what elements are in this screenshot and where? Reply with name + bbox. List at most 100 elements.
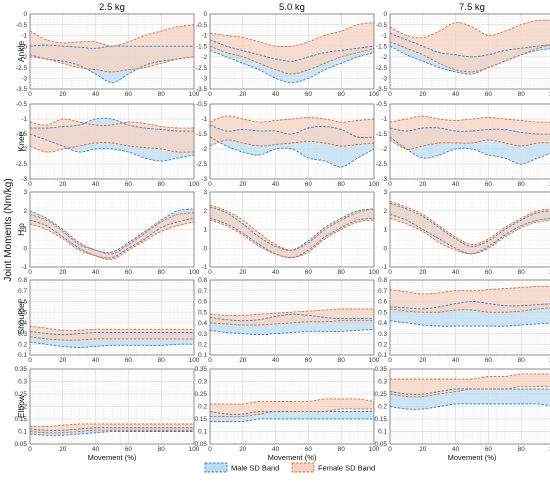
x-tick-label: 0 <box>208 91 212 98</box>
male-upper-line <box>390 300 550 310</box>
y-tick-label: 0.2 <box>378 341 387 348</box>
y-tick-label: 0.35 <box>195 366 208 373</box>
x-tick-label: 20 <box>419 91 427 98</box>
x-tick-label: 80 <box>338 91 346 98</box>
y-tick-label: 0 <box>383 245 387 252</box>
y-tick-label: 0.8 <box>18 277 27 284</box>
legend-swatch-0 <box>204 462 228 473</box>
y-tick-label: 0.8 <box>378 277 387 284</box>
y-tick-label: -2.5 <box>376 65 387 72</box>
female-sd-band <box>210 205 374 258</box>
y-tick-label: -3.5 <box>196 86 207 93</box>
x-tick-label: 20 <box>239 91 247 98</box>
y-tick-label: 0.6 <box>198 299 207 306</box>
y-tick-label: 1 <box>203 227 207 234</box>
y-axis-label: Joint Moments (Nm/kg) <box>3 178 14 281</box>
x-tick-label: 100 <box>549 446 550 453</box>
x-tick-label: 80 <box>518 269 526 276</box>
y-tick-label: -2 <box>381 54 387 61</box>
row-label-elbow: Elbow <box>16 394 26 418</box>
x-tick-label: 60 <box>125 357 133 364</box>
female-lower-line <box>30 56 194 73</box>
y-tick-label: -1.5 <box>196 131 207 138</box>
y-tick-label: -3.5 <box>376 86 387 93</box>
column-title-1: 5.0 kg <box>279 2 305 13</box>
x-tick-label: 100 <box>189 446 200 453</box>
female-sd-band <box>30 326 194 341</box>
y-tick-label: 0.1 <box>198 429 207 436</box>
panel-ankle-0: 0-0.5-1-1.5-2-2.5-3-3.50 20 40 60 80 100 <box>16 11 200 98</box>
female-upper-line <box>30 24 194 47</box>
x-tick-label: 100 <box>369 357 380 364</box>
x-tick-label: 20 <box>419 357 427 364</box>
y-tick-label: -1 <box>381 264 387 271</box>
y-tick-label: -3 <box>201 176 207 183</box>
x-tick-label: 100 <box>189 357 200 364</box>
y-tick-label: 0.25 <box>15 391 28 398</box>
y-tick-label: 0.05 <box>15 441 28 448</box>
x-tick-label: 60 <box>125 269 133 276</box>
female-sd-band <box>210 398 374 417</box>
male-upper-line <box>390 127 550 135</box>
legend-entry-0: Male SD Band <box>231 464 279 473</box>
x-tick-label: 60 <box>305 91 313 98</box>
x-tick-label: 0 <box>28 357 32 364</box>
panel-knee-0: -0.5 -1 -1.5 -2 -2.5 -30 20 40 60 80 100 <box>16 101 200 188</box>
male-upper-line <box>30 117 194 132</box>
y-tick-label: 0.2 <box>18 404 27 411</box>
male-lower-line <box>390 320 550 327</box>
x-tick-label: 100 <box>369 446 380 453</box>
y-tick-label: 3 <box>23 189 27 196</box>
y-tick-label: 0.15 <box>15 416 28 423</box>
x-tick-label: 80 <box>338 269 346 276</box>
x-tick-label: 100 <box>189 269 200 276</box>
x-tick-label: 80 <box>158 269 166 276</box>
panel-shoulder-0: 0.8 0.7 0.6 0.5 0.4 0.3 0.2 0.10 20 40 60 80 100 <box>18 277 200 364</box>
x-axis-label: Movement (%) <box>268 453 317 462</box>
female-lower-line <box>390 139 550 150</box>
female-upper-line <box>390 285 550 295</box>
y-tick-label: 0.25 <box>375 391 388 398</box>
x-tick-label: 60 <box>305 269 313 276</box>
female-upper-line <box>390 200 550 245</box>
y-tick-label: 0.5 <box>378 309 387 316</box>
x-tick-label: 60 <box>485 91 493 98</box>
male-upper-line <box>210 39 374 62</box>
x-tick-label: 80 <box>338 446 346 453</box>
row-label-hip: Hip <box>16 223 26 236</box>
y-tick-label: -3.5 <box>16 86 27 93</box>
y-tick-label: -2.5 <box>196 65 207 72</box>
y-tick-label: 2 <box>203 208 207 215</box>
y-tick-label: 0 <box>383 11 387 18</box>
y-tick-label: -1 <box>381 116 387 123</box>
y-tick-label: -1.5 <box>16 43 27 50</box>
female-sd-band <box>30 118 194 153</box>
female-upper-line <box>30 212 194 255</box>
male-upper-line <box>30 330 194 336</box>
y-tick-label: 0.7 <box>198 288 207 295</box>
female-upper-line <box>210 398 374 405</box>
x-tick-label: 80 <box>338 181 346 188</box>
female-sd-band <box>210 115 374 147</box>
x-tick-label: 100 <box>369 181 380 188</box>
column-title-0: 2.5 kg <box>99 2 125 13</box>
x-tick-label: 100 <box>189 181 200 188</box>
x-tick-label: 60 <box>305 181 313 188</box>
x-tick-label: 20 <box>239 446 247 453</box>
x-tick-label: 20 <box>239 357 247 364</box>
x-tick-label: 100 <box>549 91 550 98</box>
y-tick-label: -1 <box>21 264 27 271</box>
y-tick-label: -3 <box>21 75 27 82</box>
y-tick-label: 1 <box>23 227 27 234</box>
female-lower-line <box>390 385 550 398</box>
y-tick-label: 1 <box>383 227 387 234</box>
male-lower-line <box>30 133 194 162</box>
panel-shoulder-2: 0.8 0.7 0.6 0.5 0.4 0.3 0.2 0.10 20 40 60 80 100 <box>378 277 550 364</box>
y-tick-label: 0.7 <box>18 288 27 295</box>
y-tick-label: 0.15 <box>375 416 388 423</box>
x-tick-label: 60 <box>485 357 493 364</box>
x-axis-label: Movement (%) <box>88 453 137 462</box>
female-lower-line <box>30 336 194 341</box>
x-tick-label: 20 <box>59 91 67 98</box>
y-tick-label: 0.2 <box>378 404 387 411</box>
